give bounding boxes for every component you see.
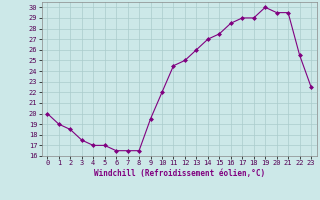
X-axis label: Windchill (Refroidissement éolien,°C): Windchill (Refroidissement éolien,°C) [94, 169, 265, 178]
